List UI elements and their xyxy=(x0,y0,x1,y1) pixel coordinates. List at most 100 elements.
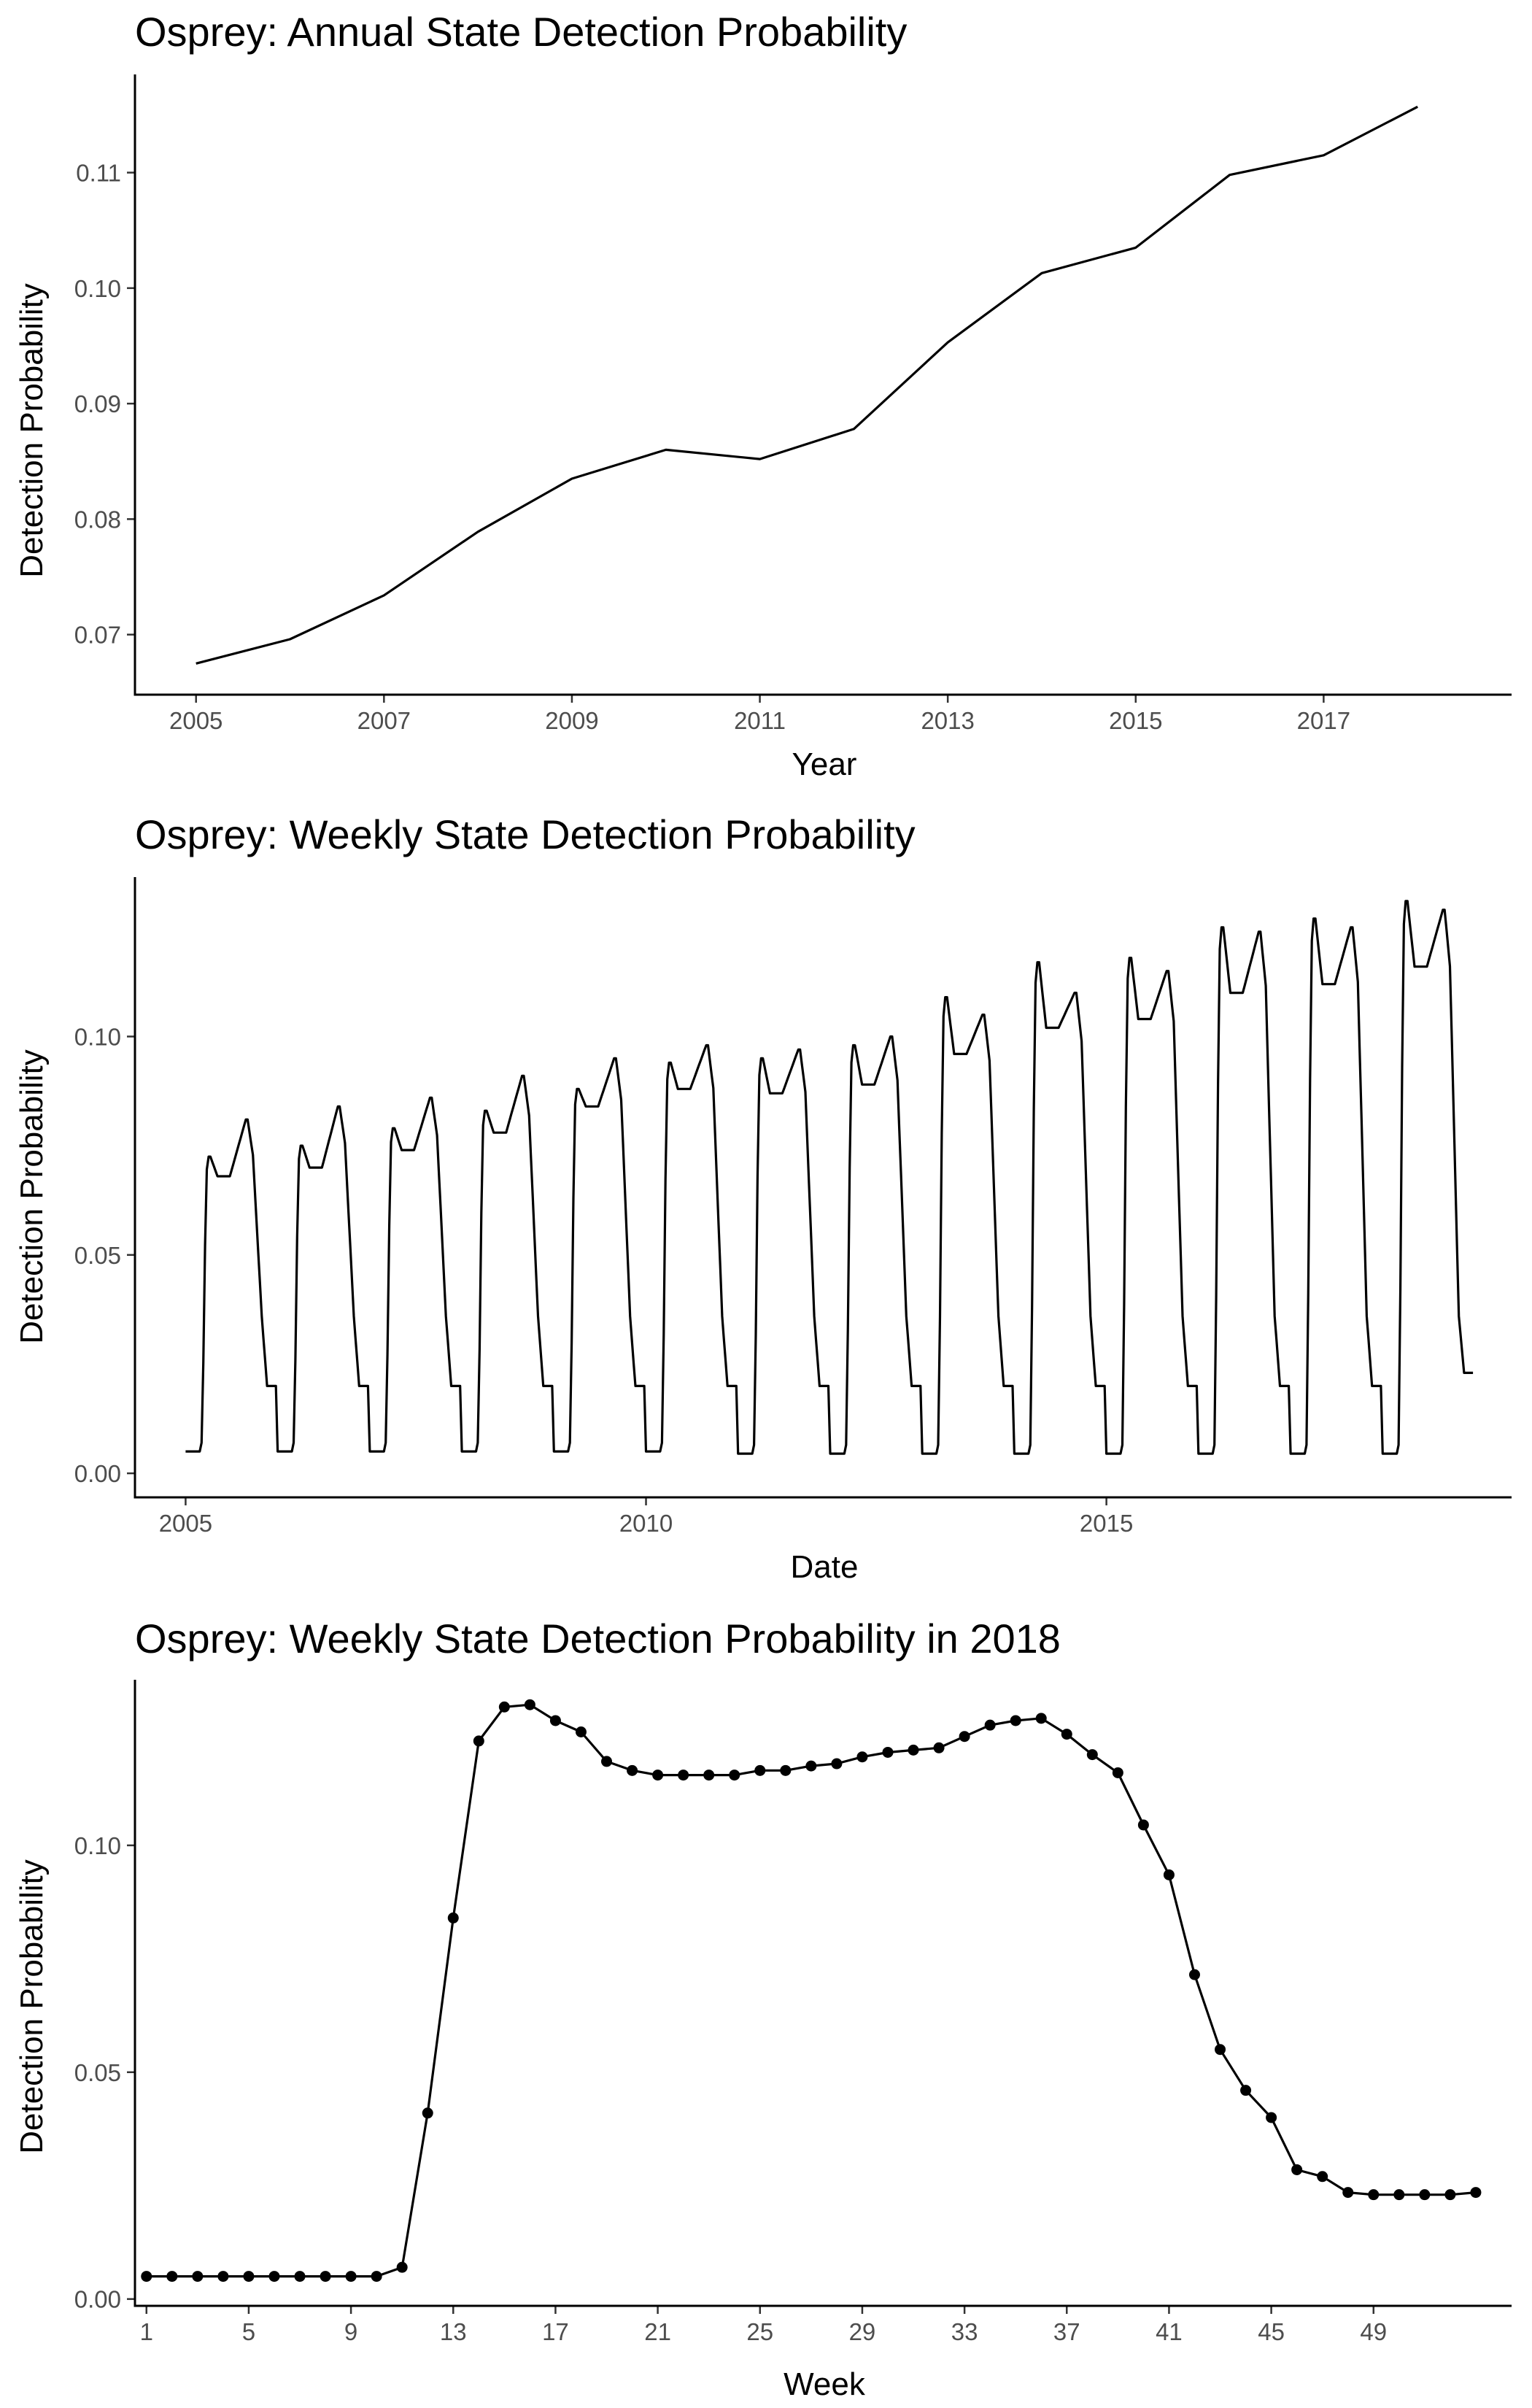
weekly-2018-data-point xyxy=(1188,1969,1200,1980)
annual-y-tick-label: 0.09 xyxy=(74,390,121,417)
weekly-chart-panel: Osprey: Weekly State Detection Probabili… xyxy=(14,811,1512,1585)
weekly-2018-data-point xyxy=(524,1699,535,1710)
weekly-axes xyxy=(134,877,1512,1499)
annual-y-tick-label: 0.11 xyxy=(76,160,121,187)
annual-x-tick-label: 2017 xyxy=(1297,707,1350,734)
weekly-2018-x-tick-label: 45 xyxy=(1258,2318,1285,2345)
weekly-2018-data-point xyxy=(1470,2187,1482,2199)
weekly-2018-data-point xyxy=(601,1756,613,1767)
annual-x-ticks: 2005 2007 2009 2011 2013 2015 2017 xyxy=(169,695,1350,734)
weekly-2018-data-point xyxy=(320,2271,331,2282)
annual-y-tick-label: 0.07 xyxy=(74,622,121,649)
weekly-2018-axes xyxy=(134,1680,1512,2307)
weekly-2018-data-point xyxy=(959,1731,970,1743)
weekly-series xyxy=(185,900,1474,1455)
annual-x-tick-label: 2013 xyxy=(921,707,974,734)
weekly-2018-x-tick-label: 9 xyxy=(344,2318,357,2345)
annual-y-ticks: 0.07 0.08 0.09 0.10 0.11 xyxy=(74,160,135,649)
weekly-2018-data-point xyxy=(729,1770,740,1781)
weekly-2018-data-point xyxy=(217,2271,229,2282)
weekly-y-tick-label: 0.05 xyxy=(74,1242,121,1269)
weekly-2018-data-point xyxy=(192,2271,204,2282)
annual-x-tick-label: 2011 xyxy=(734,707,786,734)
weekly-2018-data-point xyxy=(473,1735,484,1747)
weekly-2018-data-point xyxy=(1163,1869,1175,1880)
weekly-2018-data-point xyxy=(1215,2044,1226,2056)
weekly-2018-x-tick-label: 21 xyxy=(644,2318,671,2345)
weekly-2018-data-point xyxy=(1240,2085,1252,2096)
weekly-2018-x-tick-label: 25 xyxy=(746,2318,773,2345)
weekly-2018-data-point xyxy=(652,1770,664,1781)
weekly-x-tick-label: 2005 xyxy=(159,1510,212,1537)
weekly-2018-x-tick-label: 29 xyxy=(849,2318,876,2345)
weekly-2018-x-axis-label: Week xyxy=(784,2366,866,2402)
weekly-x-ticks: 2005 2010 2015 xyxy=(159,1497,1133,1537)
weekly-2018-data-point xyxy=(1010,1715,1021,1726)
weekly-2018-data-point xyxy=(294,2271,306,2282)
annual-x-tick-label: 2015 xyxy=(1109,707,1162,734)
weekly-2018-data-point xyxy=(984,1719,996,1731)
weekly-2018-data-point xyxy=(1444,2189,1456,2201)
weekly-2018-y-tick-label: 0.00 xyxy=(74,2286,121,2313)
weekly-2018-x-tick-label: 33 xyxy=(951,2318,978,2345)
weekly-2018-chart-panel: Osprey: Weekly State Detection Probabili… xyxy=(14,1616,1512,2402)
annual-series xyxy=(196,105,1418,665)
weekly-2018-series-line xyxy=(146,1703,1477,2278)
weekly-series-line xyxy=(185,900,1474,1455)
weekly-2018-y-tick-label: 0.10 xyxy=(74,1832,121,1859)
weekly-2018-y-ticks: 0.00 0.05 0.10 xyxy=(74,1832,135,2313)
weekly-x-tick-label: 2010 xyxy=(619,1510,673,1537)
weekly-x-axis-label: Date xyxy=(791,1549,859,1585)
weekly-2018-data-point xyxy=(345,2271,357,2282)
weekly-2018-x-tick-label: 5 xyxy=(242,2318,255,2345)
weekly-2018-data-point xyxy=(371,2271,382,2282)
annual-x-tick-label: 2005 xyxy=(169,707,223,734)
weekly-2018-data-point xyxy=(703,1770,715,1781)
weekly-2018-data-point xyxy=(447,1912,459,1923)
weekly-y-tick-label: 0.10 xyxy=(74,1023,121,1050)
weekly-2018-series xyxy=(141,1699,1482,2282)
annual-x-axis-label: Year xyxy=(792,746,857,782)
annual-y-axis-label: Detection Probability xyxy=(14,283,50,578)
weekly-2018-data-point xyxy=(627,1764,638,1776)
weekly-2018-data-point xyxy=(141,2271,152,2282)
weekly-2018-data-point xyxy=(933,1742,945,1753)
weekly-2018-data-point xyxy=(243,2271,255,2282)
weekly-2018-y-tick-label: 0.05 xyxy=(74,2059,121,2086)
weekly-2018-x-tick-label: 17 xyxy=(542,2318,569,2345)
weekly-2018-data-point xyxy=(678,1770,689,1781)
weekly-2018-data-point xyxy=(1137,1819,1149,1831)
weekly-2018-data-point xyxy=(166,2271,178,2282)
annual-series-line xyxy=(196,105,1418,665)
weekly-2018-data-point xyxy=(575,1726,587,1737)
weekly-2018-x-tick-label: 13 xyxy=(440,2318,467,2345)
weekly-2018-data-point xyxy=(1368,2189,1380,2201)
annual-x-tick-label: 2007 xyxy=(357,707,411,734)
weekly-2018-data-point xyxy=(1317,2171,1328,2183)
weekly-2018-data-point xyxy=(396,2261,408,2273)
weekly-chart-title: Osprey: Weekly State Detection Probabili… xyxy=(135,811,916,857)
weekly-2018-data-point xyxy=(754,1764,766,1776)
weekly-2018-x-tick-label: 1 xyxy=(140,2318,153,2345)
weekly-2018-data-point xyxy=(908,1744,919,1756)
weekly-2018-data-point xyxy=(422,2107,433,2119)
weekly-y-tick-label: 0.00 xyxy=(74,1460,121,1487)
weekly-2018-chart-title: Osprey: Weekly State Detection Probabili… xyxy=(135,1616,1061,1662)
annual-axes xyxy=(134,74,1512,696)
weekly-2018-data-point xyxy=(780,1764,792,1776)
weekly-2018-x-tick-label: 37 xyxy=(1053,2318,1080,2345)
weekly-2018-y-axis-label: Detection Probability xyxy=(14,1859,50,2154)
weekly-2018-data-point xyxy=(498,1701,510,1713)
weekly-2018-data-point xyxy=(1393,2189,1405,2201)
annual-x-tick-label: 2009 xyxy=(545,707,598,734)
weekly-2018-data-point xyxy=(1266,2112,1277,2123)
weekly-2018-data-point xyxy=(1061,1729,1072,1740)
weekly-2018-x-tick-label: 41 xyxy=(1156,2318,1183,2345)
annual-chart-panel: Osprey: Annual State Detection Probabili… xyxy=(14,9,1512,782)
weekly-2018-data-point xyxy=(1342,2187,1354,2199)
annual-y-tick-label: 0.08 xyxy=(74,506,121,533)
weekly-2018-data-point xyxy=(268,2271,280,2282)
annual-chart-title: Osprey: Annual State Detection Probabili… xyxy=(135,9,907,55)
weekly-2018-x-ticks: 1 5 9 13 17 21 25 29 33 37 41 45 49 xyxy=(140,2306,1387,2345)
weekly-x-tick-label: 2015 xyxy=(1080,1510,1133,1537)
